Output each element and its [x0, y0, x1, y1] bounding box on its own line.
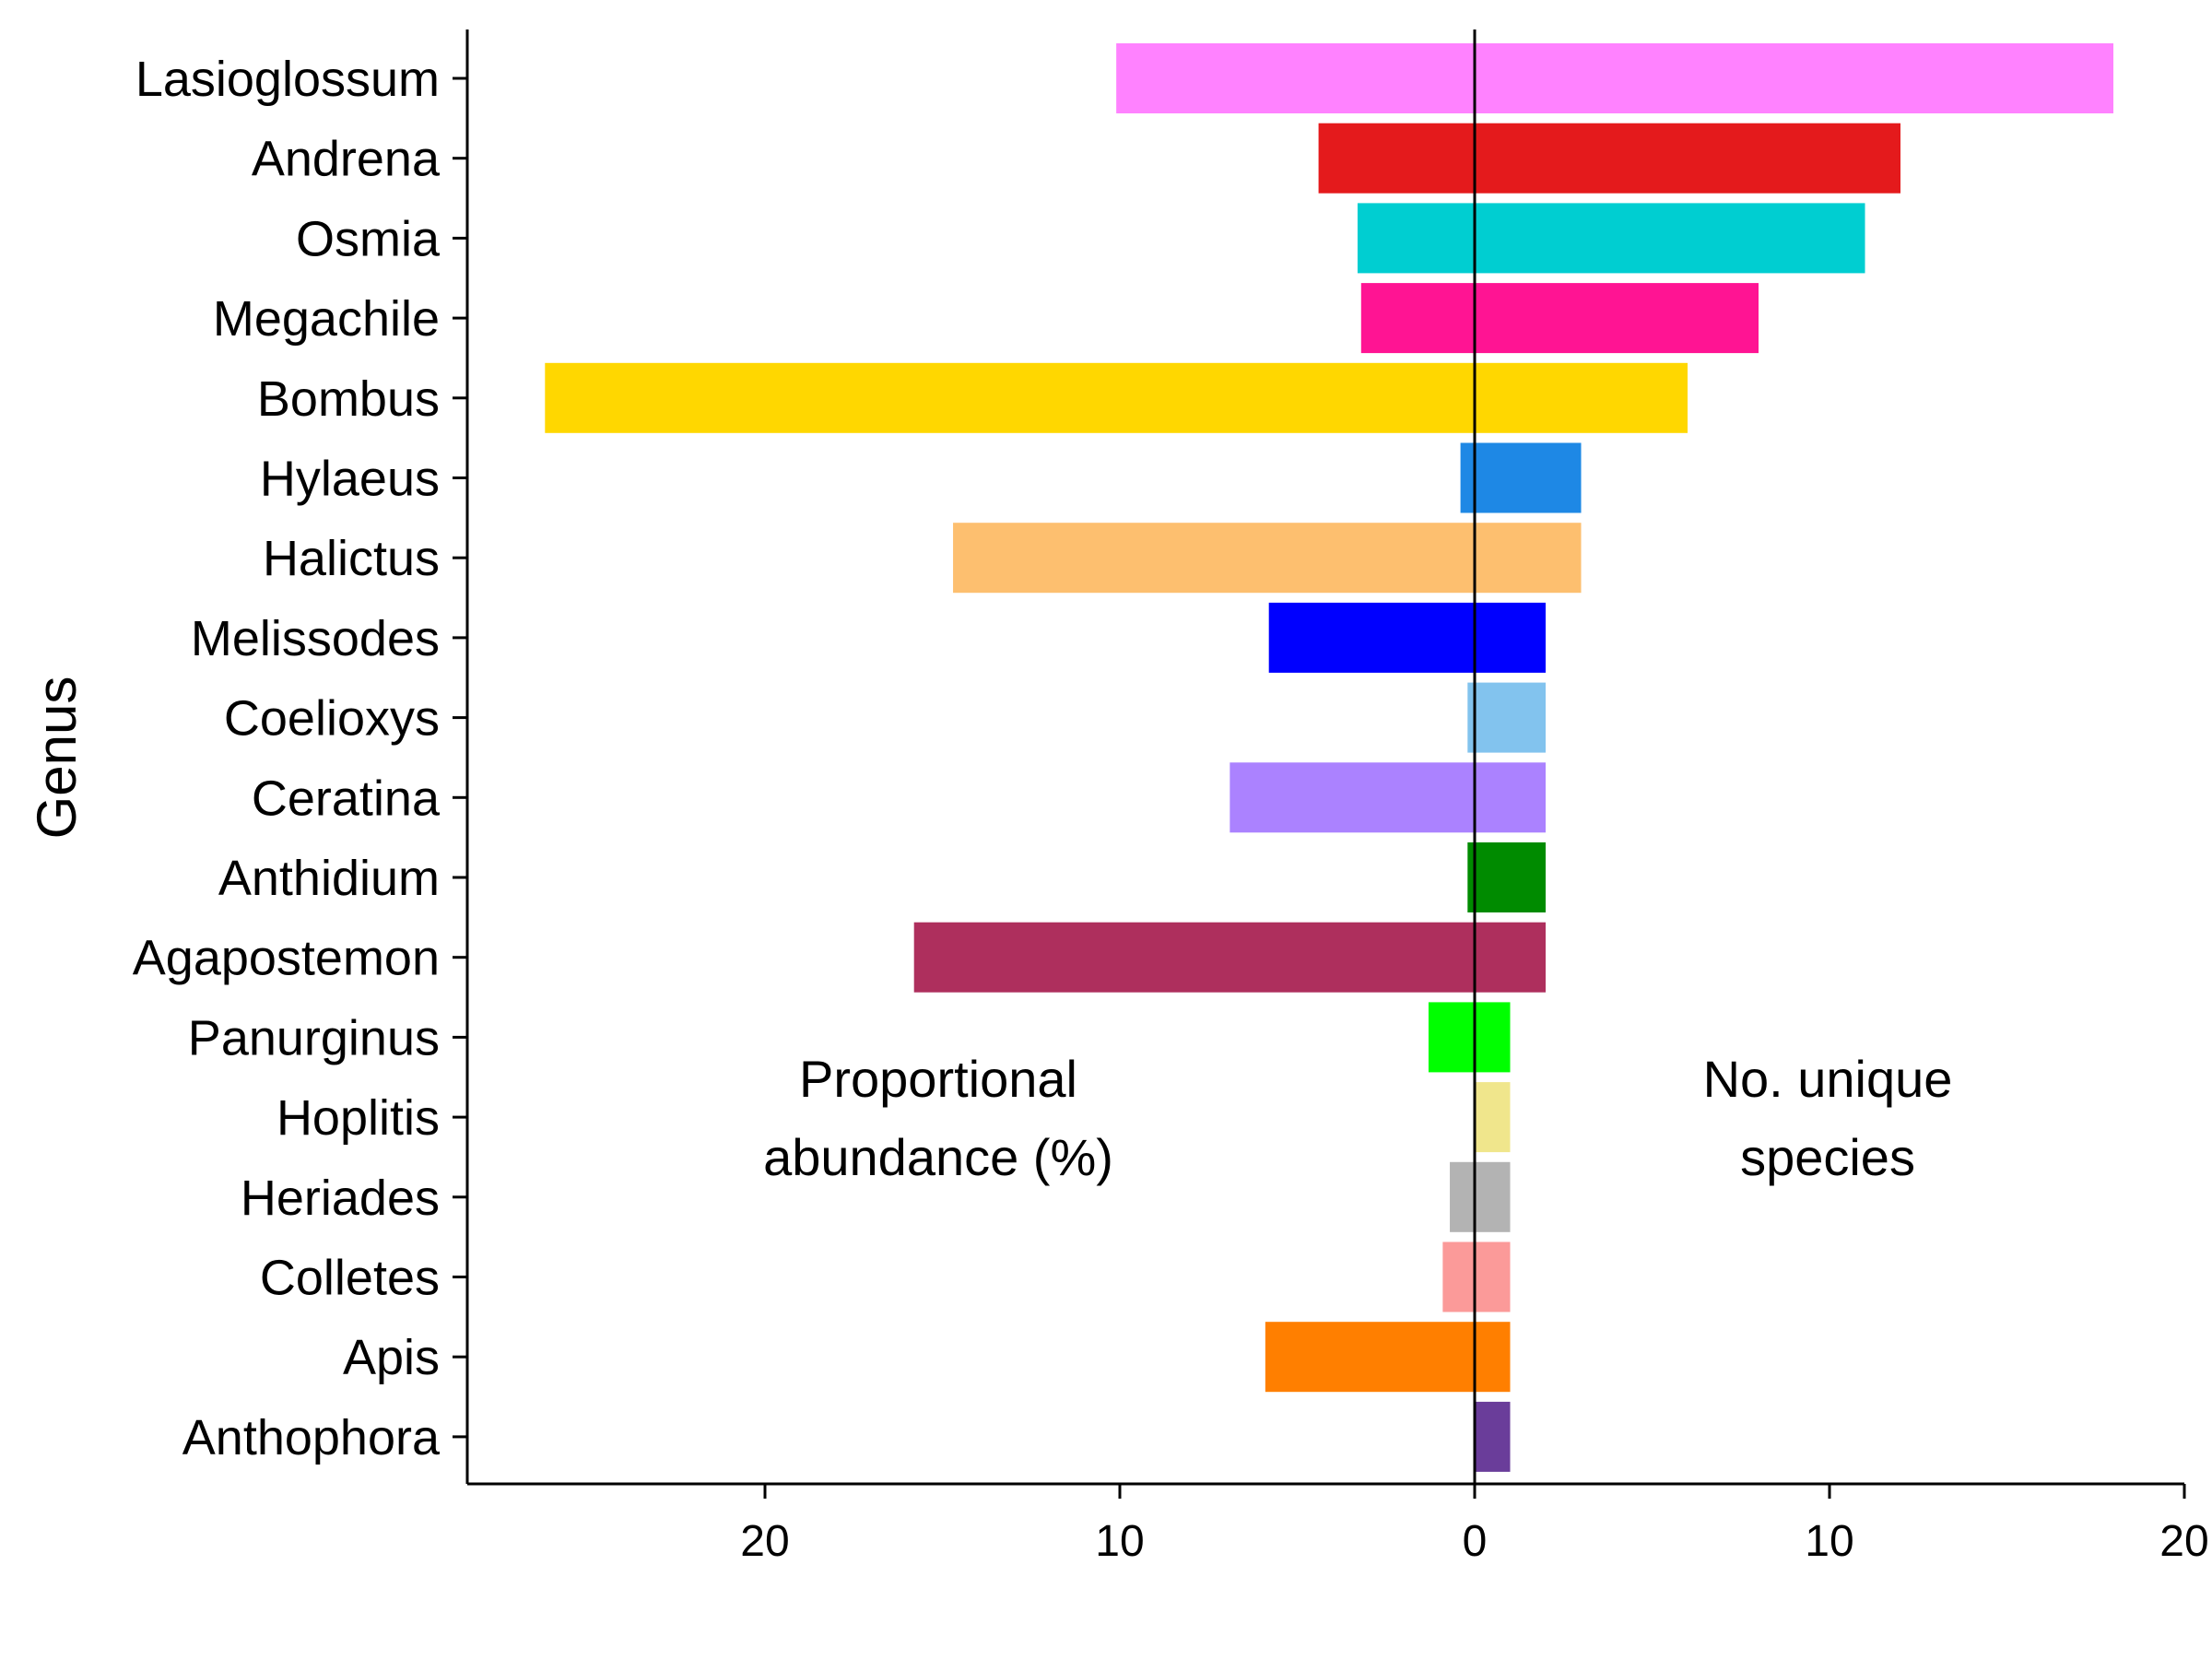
genus-label-osmia: Osmia [296, 211, 441, 266]
bar-abundance-panurginus [1428, 1002, 1475, 1073]
genus-label-apis: Apis [343, 1330, 440, 1385]
bar-abundance-colletes [1442, 1241, 1475, 1312]
bar-abundance-andrena [1318, 123, 1475, 194]
genus-label-anthophora: Anthophora [182, 1410, 441, 1465]
genus-label-halictus: Halictus [263, 531, 440, 586]
bar-species-hoplitis [1475, 1082, 1511, 1153]
bar-abundance-heriades [1450, 1161, 1475, 1232]
annotation-right-line-1: species [1740, 1128, 1915, 1186]
bar-species-anthophora [1475, 1401, 1511, 1472]
genus-label-andrena: Andrena [252, 132, 441, 187]
bar-species-heriades [1475, 1161, 1511, 1232]
genus-label-agapostemon: Agapostemon [133, 931, 440, 986]
bar-abundance-hylaeus [1460, 442, 1475, 513]
axes-layer [453, 29, 2186, 1499]
bar-abundance-melissodes [1268, 602, 1475, 673]
bar-species-hylaeus [1475, 442, 1582, 513]
genus-label-ceratina: Ceratina [252, 771, 441, 826]
x-tick-label-2: 0 [1463, 1517, 1488, 1566]
bar-species-osmia [1475, 203, 1865, 274]
bar-species-coelioxys [1475, 682, 1546, 753]
annotation-right-line-0: No. unique [1703, 1050, 1953, 1108]
bar-abundance-coelioxys [1467, 682, 1475, 753]
genus-label-hoplitis: Hoplitis [276, 1090, 440, 1146]
bar-species-colletes [1475, 1241, 1511, 1312]
bar-species-ceratina [1475, 762, 1546, 833]
bar-species-melissodes [1475, 602, 1546, 673]
x-tick-label-0: 20 [740, 1517, 789, 1566]
bar-species-anthidium [1475, 842, 1546, 912]
bar-abundance-lasioglossum [1116, 43, 1475, 113]
bar-species-megachile [1475, 283, 1759, 354]
bar-abundance-halictus [953, 523, 1475, 594]
bar-species-bombus [1475, 362, 1688, 433]
bar-abundance-anthidium [1467, 842, 1475, 912]
genus-label-anthidium: Anthidium [218, 851, 440, 906]
bar-abundance-osmia [1357, 203, 1475, 274]
y-axis-title: Genus [26, 677, 88, 840]
bar-species-panurginus [1475, 1002, 1511, 1073]
bar-species-andrena [1475, 123, 1900, 194]
genus-label-colletes: Colletes [260, 1251, 440, 1306]
x-tick-label-1: 10 [1095, 1517, 1144, 1566]
x-tick-label-3: 10 [1805, 1517, 1853, 1566]
bar-species-apis [1475, 1322, 1511, 1393]
genus-label-melissodes: Melissodes [191, 611, 440, 666]
genus-label-lasioglossum: Lasioglossum [135, 52, 440, 107]
genus-label-coelioxys: Coelioxys [224, 691, 440, 747]
genus-label-bombus: Bombus [257, 371, 440, 427]
x-tick-label-4: 20 [2159, 1517, 2208, 1566]
bar-abundance-ceratina [1230, 762, 1475, 833]
bar-abundance-bombus [545, 362, 1475, 433]
genus-label-heriades: Heriades [241, 1171, 440, 1226]
annotation-left-line-1: abundance (%) [763, 1128, 1113, 1186]
bar-species-agapostemon [1475, 922, 1546, 993]
genus-label-megachile: Megachile [213, 291, 440, 347]
bar-abundance-apis [1265, 1322, 1475, 1393]
bar-abundance-agapostemon [913, 922, 1475, 993]
annotation-left-line-0: Proportional [799, 1050, 1077, 1108]
bars-layer [545, 43, 2113, 1472]
labels-layer: Lasioglossum Andrena Osmia Megachile Bombus H… [26, 52, 2209, 1566]
genus-label-panurginus: Panurginus [188, 1010, 440, 1065]
bar-species-halictus [1475, 523, 1582, 594]
genus-label-hylaeus: Hylaeus [260, 452, 440, 507]
bar-species-lasioglossum [1475, 43, 2113, 113]
bar-abundance-megachile [1360, 283, 1475, 354]
